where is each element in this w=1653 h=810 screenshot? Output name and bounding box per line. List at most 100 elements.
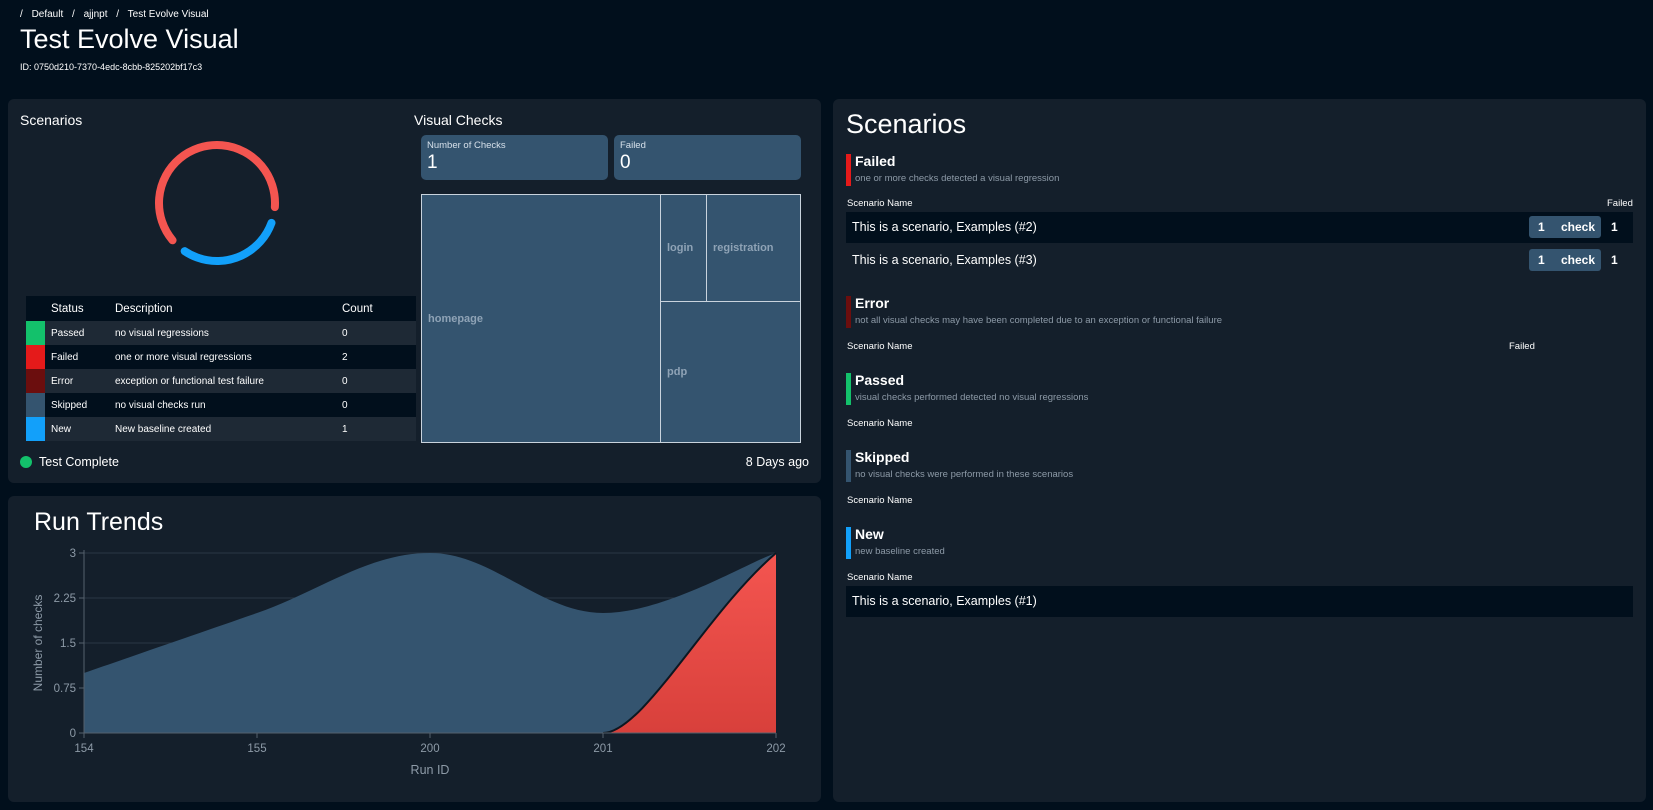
group-color-bar <box>846 296 851 328</box>
y-tick-label: 0.75 <box>54 683 76 695</box>
breadcrumb-separator: / <box>72 9 75 20</box>
treemap-tile-pdp[interactable]: pdp <box>660 301 801 443</box>
page-title: Test Evolve Visual <box>20 24 239 54</box>
group-color-bar <box>846 527 851 559</box>
failed-column-header: Failed <box>1607 198 1633 209</box>
number-of-checks-card: Number of Checks 1 <box>421 135 608 180</box>
series-line-failed <box>602 552 777 734</box>
status-row-error: Error exception or functional test failu… <box>26 369 416 393</box>
check-count: 1 <box>1538 253 1545 267</box>
group-color-bar <box>846 373 851 405</box>
scenario-name-header: Scenario Name <box>847 495 913 506</box>
status-row-new: New New baseline created 1 <box>26 417 416 441</box>
check-label: check <box>1561 220 1596 234</box>
breadcrumb-item-current: Test Evolve Visual <box>127 9 209 20</box>
card-label: Number of Checks <box>427 140 506 151</box>
status-count: 0 <box>342 393 416 417</box>
treemap-tile-login[interactable]: login <box>660 194 707 302</box>
scenario-name-header: Scenario Name <box>847 418 913 429</box>
status-count: 0 <box>342 321 416 345</box>
y-tick-label: 3 <box>70 548 76 560</box>
status-table: Status Description Count Passed no visua… <box>26 296 416 441</box>
status-row-failed: Failed one or more visual regressions 2 <box>26 345 416 369</box>
status-row-passed: Passed no visual regressions 0 <box>26 321 416 345</box>
check-count-badge[interactable]: 1 check <box>1529 216 1601 238</box>
failed-count: 1 <box>1611 253 1618 267</box>
failed-column-header: Failed <box>1509 341 1535 352</box>
check-count: 1 <box>1538 220 1545 234</box>
scenario-row[interactable]: This is a scenario, Examples (#1) <box>846 586 1633 617</box>
count-column-header: Count <box>342 296 416 321</box>
group-description: not all visual checks may have been comp… <box>855 315 1223 326</box>
status-label: New <box>45 417 115 441</box>
scenarios-title: Scenarios <box>846 109 967 139</box>
x-tick-label: 202 <box>766 743 785 755</box>
group-color-bar <box>846 450 851 482</box>
test-status-label: Test Complete <box>39 455 119 469</box>
status-count: 1 <box>342 417 416 441</box>
description-column-header: Description <box>115 296 342 321</box>
scenario-name[interactable]: This is a scenario, Examples (#2) <box>852 220 1037 234</box>
scenario-row[interactable]: This is a scenario, Examples (#3) 1 chec… <box>846 245 1633 276</box>
run-trends-title: Run Trends <box>34 508 164 536</box>
x-tick-label: 154 <box>74 743 94 755</box>
status-swatch <box>26 393 45 417</box>
group-description: new baseline created <box>855 546 945 557</box>
run-trends-chart: 0 0.75 1.5 2.25 3 154 155 200 201 202 Run ID Number… <box>31 548 786 777</box>
group-description: visual checks performed detected no visu… <box>855 392 1089 403</box>
status-column-header: Status <box>45 296 115 321</box>
x-tick-label: 201 <box>593 743 612 755</box>
status-swatch <box>26 345 45 369</box>
status-swatch <box>26 417 45 441</box>
card-label: Failed <box>620 140 646 151</box>
x-tick-label: 155 <box>247 743 266 755</box>
group-title: New <box>855 526 884 542</box>
status-label: Error <box>45 369 115 393</box>
y-tick-label: 0 <box>70 728 76 740</box>
treemap-tile-registration[interactable]: registration <box>706 194 801 302</box>
scenario-row[interactable]: This is a scenario, Examples (#2) 1 chec… <box>846 212 1633 243</box>
status-label: Skipped <box>45 393 115 417</box>
test-status: Test Complete <box>20 455 119 469</box>
status-description: no visual regressions <box>115 321 342 345</box>
scenarios-panel: Scenarios Failed one or more checks dete… <box>833 99 1646 802</box>
x-tick-label: 200 <box>420 743 439 755</box>
breadcrumb-item-default[interactable]: Default <box>31 9 64 20</box>
status-description: New baseline created <box>115 417 342 441</box>
check-count-badge[interactable]: 1 check <box>1529 249 1601 271</box>
scenario-name[interactable]: This is a scenario, Examples (#1) <box>852 594 1037 608</box>
status-swatch <box>26 321 45 345</box>
group-color-bar <box>846 154 851 186</box>
group-title: Failed <box>855 153 896 169</box>
scenario-name-header: Scenario Name <box>847 341 913 352</box>
status-description: one or more visual regressions <box>115 345 342 369</box>
group-title: Skipped <box>855 449 910 465</box>
scenario-name-header: Scenario Name <box>847 198 913 209</box>
treemap-tile-homepage[interactable]: homepage <box>421 194 661 443</box>
visual-checks-heading: Visual Checks <box>414 112 503 128</box>
failed-count: 1 <box>1611 220 1618 234</box>
breadcrumb-separator: / <box>116 9 120 20</box>
group-title: Passed <box>855 372 905 388</box>
status-count: 0 <box>342 369 416 393</box>
breadcrumb-separator: / <box>20 9 23 20</box>
status-dot-icon <box>20 456 32 468</box>
scenario-name[interactable]: This is a scenario, Examples (#3) <box>852 253 1037 267</box>
status-row-skipped: Skipped no visual checks run 0 <box>26 393 416 417</box>
summary-panel: Scenarios Status Description Count Passe… <box>8 99 821 483</box>
card-value: 1 <box>427 152 438 173</box>
x-axis-label: Run ID <box>411 763 450 777</box>
status-description: no visual checks run <box>115 393 342 417</box>
donut-new-arc[interactable] <box>152 138 282 268</box>
status-label: Passed <box>45 321 115 345</box>
y-tick-label: 2.25 <box>54 593 76 605</box>
time-ago: 8 Days ago <box>745 455 809 469</box>
group-description: one or more checks detected a visual reg… <box>855 173 1060 184</box>
donut-failed-arc[interactable] <box>152 138 282 268</box>
breadcrumb: / Default / ajjnpt / Test Evolve Visual <box>20 9 215 20</box>
status-description: exception or functional test failure <box>115 369 342 393</box>
check-label: check <box>1561 253 1596 267</box>
breadcrumb-item-project[interactable]: ajjnpt <box>83 9 108 20</box>
scenario-donut-chart <box>152 138 282 268</box>
scenario-name-header: Scenario Name <box>847 572 913 583</box>
